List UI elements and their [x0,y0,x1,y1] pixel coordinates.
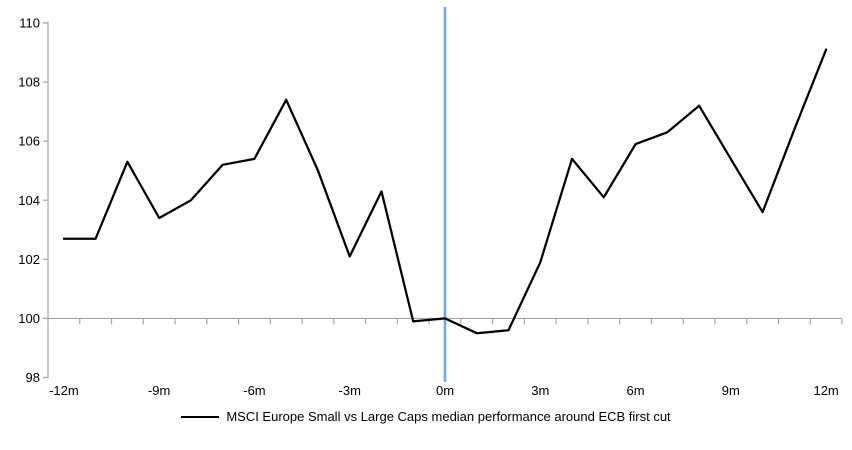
x-tick-label: 6m [627,383,645,398]
y-tick-label: 110 [19,16,40,31]
series-line [62,48,828,335]
y-tick-label: 102 [18,252,40,267]
x-tick-label: -6m [243,383,265,398]
x-tick-label: 0m [436,383,454,398]
legend-line-sample [181,415,220,418]
x-tick-label: 12m [813,383,838,398]
y-tick-label: 104 [18,193,40,208]
legend-label: MSCI Europe Small vs Large Caps median p… [226,409,671,424]
y-tick-label: 100 [18,311,40,326]
x-tick-label: 9m [722,383,740,398]
legend: MSCI Europe Small vs Large Caps median p… [0,409,852,424]
y-tick-label: 106 [18,134,40,149]
x-tick-label: 3m [531,383,549,398]
x-tick-label: -9m [148,383,170,398]
y-tick-label: 98 [26,370,40,385]
x-tick-label: -12m [49,383,79,398]
y-tick-label: 108 [18,75,40,90]
chart-canvas: 98 100 102 104 106 108 110 -12m -9m -6m -3m 0m 3m 6m 9… [18,7,843,398]
x-tick-label: -3m [339,383,361,398]
